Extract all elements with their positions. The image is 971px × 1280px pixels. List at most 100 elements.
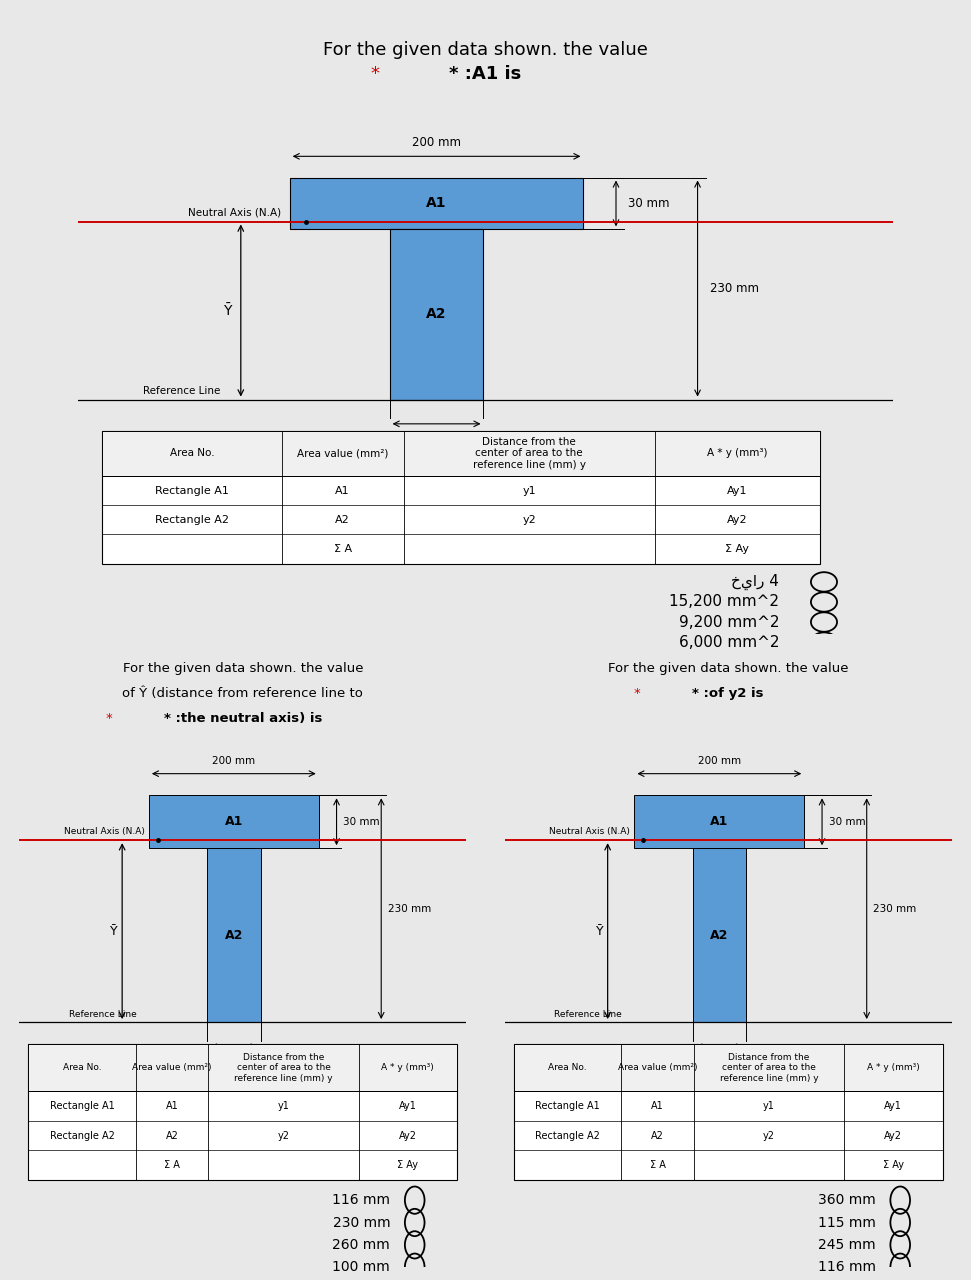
- Text: 230 mm: 230 mm: [332, 1216, 390, 1230]
- Text: Rectangle A2: Rectangle A2: [535, 1130, 600, 1140]
- Bar: [514, 1044, 943, 1091]
- Bar: [28, 1044, 457, 1180]
- Text: A1: A1: [166, 1101, 179, 1111]
- Text: 30 mm: 30 mm: [628, 197, 670, 210]
- Text: Ay1: Ay1: [727, 485, 748, 495]
- Bar: [389, 229, 484, 399]
- Text: Neutral Axis (N.A): Neutral Axis (N.A): [188, 207, 282, 218]
- Text: Ȳ: Ȳ: [110, 924, 117, 938]
- Text: 6,000 mm^2: 6,000 mm^2: [679, 635, 779, 650]
- Text: Area value (mm²): Area value (mm²): [297, 448, 388, 458]
- Text: Ay1: Ay1: [885, 1101, 902, 1111]
- Text: A1: A1: [426, 196, 447, 210]
- Text: A2: A2: [224, 928, 243, 942]
- Text: Reference Line: Reference Line: [69, 1010, 136, 1019]
- Bar: [634, 795, 804, 849]
- Text: 100 mm: 100 mm: [332, 1261, 390, 1274]
- Text: Ay1: Ay1: [399, 1101, 417, 1111]
- Text: Ȳ: Ȳ: [224, 303, 233, 317]
- Text: A2: A2: [335, 515, 350, 525]
- Text: Rectangle A1: Rectangle A1: [50, 1101, 115, 1111]
- Text: * :of y2 is: * :of y2 is: [692, 687, 764, 700]
- Bar: [149, 795, 318, 849]
- Text: Ay2: Ay2: [727, 515, 748, 525]
- Text: Distance from the
center of area to the
reference line (mm) y: Distance from the center of area to the …: [473, 436, 586, 470]
- Text: 30 mm: 30 mm: [829, 817, 865, 827]
- Text: *: *: [633, 687, 640, 700]
- Text: Neutral Axis (N.A): Neutral Axis (N.A): [550, 827, 630, 836]
- Text: Σ A: Σ A: [164, 1161, 180, 1170]
- Text: A2: A2: [710, 928, 728, 942]
- Text: y1: y1: [278, 1101, 289, 1111]
- Text: For the given data shown. the value: For the given data shown. the value: [608, 662, 849, 675]
- Text: Ay2: Ay2: [885, 1130, 902, 1140]
- Bar: [28, 1044, 457, 1091]
- Bar: [289, 178, 584, 229]
- Text: 245 mm: 245 mm: [818, 1238, 876, 1252]
- Text: A1: A1: [710, 815, 728, 828]
- Text: خيار 4: خيار 4: [731, 573, 779, 590]
- Text: 9,200 mm^2: 9,200 mm^2: [679, 614, 779, 630]
- Text: 230 mm: 230 mm: [874, 904, 917, 914]
- Text: Rectangle A2: Rectangle A2: [154, 515, 229, 525]
- Text: Area value (mm²): Area value (mm²): [132, 1064, 212, 1073]
- Text: For the given data shown. the value: For the given data shown. the value: [122, 662, 363, 675]
- Text: Ȳ: Ȳ: [595, 924, 603, 938]
- Text: 15,200 mm^2: 15,200 mm^2: [669, 594, 779, 609]
- Text: Rectangle A1: Rectangle A1: [155, 485, 229, 495]
- Text: Area value (mm²): Area value (mm²): [618, 1064, 697, 1073]
- Text: A2: A2: [166, 1130, 179, 1140]
- Text: 40 mm: 40 mm: [216, 1055, 252, 1064]
- Text: 115 mm: 115 mm: [818, 1216, 876, 1230]
- Text: y2: y2: [763, 1130, 775, 1140]
- Text: 260 mm: 260 mm: [332, 1238, 390, 1252]
- Text: y2: y2: [522, 515, 536, 525]
- Text: Distance from the
center of area to the
reference line (mm) y: Distance from the center of area to the …: [234, 1052, 333, 1083]
- Text: 30 mm: 30 mm: [344, 817, 380, 827]
- Text: Rectangle A1: Rectangle A1: [535, 1101, 600, 1111]
- Bar: [514, 1044, 943, 1180]
- Text: 200 mm: 200 mm: [213, 756, 255, 767]
- Text: 200 mm: 200 mm: [698, 756, 741, 767]
- Text: Σ Ay: Σ Ay: [725, 544, 750, 554]
- Text: Neutral Axis (N.A): Neutral Axis (N.A): [64, 827, 145, 836]
- Text: 40 mm: 40 mm: [701, 1055, 738, 1064]
- Text: A1: A1: [335, 485, 350, 495]
- Text: 200 mm: 200 mm: [412, 136, 461, 148]
- Text: A1: A1: [652, 1101, 664, 1111]
- Text: y1: y1: [763, 1101, 775, 1111]
- Text: A * y (mm³): A * y (mm³): [707, 448, 768, 458]
- Text: Distance from the
center of area to the
reference line (mm) y: Distance from the center of area to the …: [720, 1052, 819, 1083]
- Text: *: *: [106, 712, 112, 724]
- Text: Ay2: Ay2: [399, 1130, 417, 1140]
- Text: A2: A2: [652, 1130, 664, 1140]
- Text: y2: y2: [278, 1130, 289, 1140]
- Text: 116 mm: 116 mm: [332, 1193, 390, 1207]
- Text: Σ A: Σ A: [650, 1161, 665, 1170]
- Bar: [207, 849, 260, 1021]
- Text: Area No.: Area No.: [63, 1064, 101, 1073]
- Text: A1: A1: [224, 815, 243, 828]
- Text: 40 mm: 40 mm: [416, 431, 457, 444]
- Text: * :the neutral axis) is: * :the neutral axis) is: [163, 712, 322, 724]
- Text: *: *: [371, 65, 380, 83]
- Text: * :A1 is: * :A1 is: [450, 65, 521, 83]
- Text: Reference Line: Reference Line: [554, 1010, 621, 1019]
- Text: Σ Ay: Σ Ay: [397, 1161, 419, 1170]
- Text: 116 mm: 116 mm: [818, 1261, 876, 1274]
- Text: Reference Line: Reference Line: [143, 387, 220, 397]
- Text: of Ŷ (distance from reference line to: of Ŷ (distance from reference line to: [122, 687, 363, 700]
- Bar: [692, 849, 746, 1021]
- Text: Rectangle A2: Rectangle A2: [50, 1130, 115, 1140]
- Text: For the given data shown. the value: For the given data shown. the value: [323, 41, 648, 59]
- Text: Σ A: Σ A: [333, 544, 352, 554]
- Text: A2: A2: [426, 307, 447, 321]
- Text: 360 mm: 360 mm: [818, 1193, 876, 1207]
- Text: y1: y1: [522, 485, 536, 495]
- Bar: [102, 430, 820, 563]
- Text: A * y (mm³): A * y (mm³): [867, 1064, 920, 1073]
- Bar: [102, 430, 820, 476]
- Text: Area No.: Area No.: [549, 1064, 586, 1073]
- Text: Area No.: Area No.: [170, 448, 215, 458]
- Text: 230 mm: 230 mm: [710, 282, 758, 296]
